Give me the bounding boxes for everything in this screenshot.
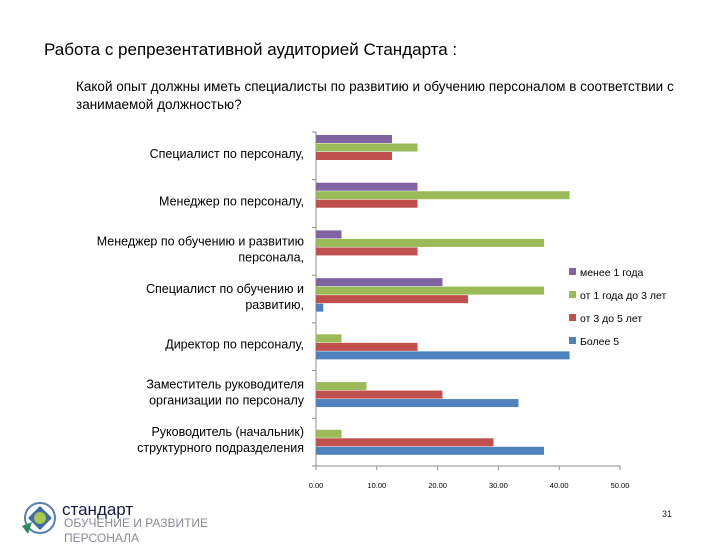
bar-2-6 <box>316 382 367 391</box>
category-label-line: организации по персоналу <box>149 393 305 407</box>
legend-label: Более 5 <box>580 336 619 348</box>
x-tick-label: 10.00 <box>367 481 386 490</box>
bar-1-3 <box>316 230 342 239</box>
category-label: Руководитель (начальник) структурного под… <box>137 425 304 455</box>
bar-4-4 <box>316 303 324 312</box>
x-tick-label: 20.00 <box>428 481 447 490</box>
bar-4-5 <box>316 351 570 360</box>
category-label-line: Специалист по персоналу, <box>150 147 304 161</box>
legend-label: от 1 года до 3 лет <box>580 290 666 302</box>
chart-legend: менее 1 года от 1 года до 3 лет от 3 до 5 … <box>569 267 666 348</box>
bar-2-3 <box>316 238 544 247</box>
standard-logo-icon <box>22 502 56 534</box>
category-label-line: развитию, <box>245 298 304 312</box>
bar-1-1 <box>316 135 392 143</box>
category-label: Специалист по обучению и развитию, <box>146 282 304 312</box>
bar-1-2 <box>316 182 418 191</box>
legend-label: от 3 до 5 лет <box>580 313 642 325</box>
category-label-line: структурного подразделения <box>137 441 304 455</box>
legend-label: менее 1 года <box>580 267 644 279</box>
brand-subtitle: ОБУЧЕНИЕ И РАЗВИТИЕ ПЕРСОНАЛА <box>64 516 209 545</box>
legend-swatch <box>569 268 576 275</box>
bar-2-1 <box>316 143 418 152</box>
bar-3-2 <box>316 199 418 208</box>
category-label: Менеджер по персоналу, <box>159 195 304 209</box>
bar-3-1 <box>316 152 392 160</box>
bar-3-5 <box>316 342 418 351</box>
legend-swatch <box>569 337 576 344</box>
bar-4-6 <box>316 399 519 408</box>
x-tick-label: 30.00 <box>489 481 508 490</box>
category-label-line: Менеджер по обучению и развитию <box>97 234 304 248</box>
bar-3-6 <box>316 390 443 399</box>
legend-swatch <box>569 314 576 321</box>
x-axis-ticks: 0.00 10.00 20.00 30.00 40.00 50.00 <box>309 466 630 490</box>
x-tick-label: 0.00 <box>309 481 324 490</box>
category-label-line: Руководитель (начальник) <box>151 425 304 439</box>
category-label-line: Директор по персоналу, <box>165 338 304 352</box>
slide-title: Работа с репрезентативной аудиторией Ста… <box>44 40 458 59</box>
category-labels: Специалист по персоналу, Менеджер по перс… <box>97 147 305 455</box>
bar-3-3 <box>316 247 418 256</box>
bar-2-4 <box>316 286 544 295</box>
bar-2-7 <box>316 429 342 438</box>
x-tick-label: 50.00 <box>611 481 630 490</box>
bar-1-4 <box>316 278 443 287</box>
page-number: 31 <box>662 509 673 519</box>
category-label-line: Менеджер по персоналу, <box>159 195 304 209</box>
chart-bars <box>316 135 570 455</box>
bar-3-4 <box>316 295 468 304</box>
bar-2-2 <box>316 191 570 200</box>
bar-4-7 <box>316 446 544 455</box>
brand-name: стандарт <box>62 500 134 519</box>
category-label: Заместитель руководителя организации по п… <box>146 377 304 407</box>
category-label-line: Заместитель руководителя <box>146 377 304 391</box>
category-label: Директор по персоналу, <box>165 338 304 352</box>
legend-swatch <box>569 291 576 298</box>
bar-2-5 <box>316 334 342 343</box>
category-label: Специалист по персоналу, <box>150 147 304 161</box>
x-tick-label: 40.00 <box>550 481 569 490</box>
category-label: Менеджер по обучению и развитию персонала… <box>97 234 304 264</box>
survey-question: Какой опыт должны иметь специалисты по р… <box>76 79 674 112</box>
category-label-line: Специалист по обучению и <box>146 282 304 296</box>
category-label-line: персонала, <box>238 250 304 264</box>
bar-3-7 <box>316 438 494 447</box>
